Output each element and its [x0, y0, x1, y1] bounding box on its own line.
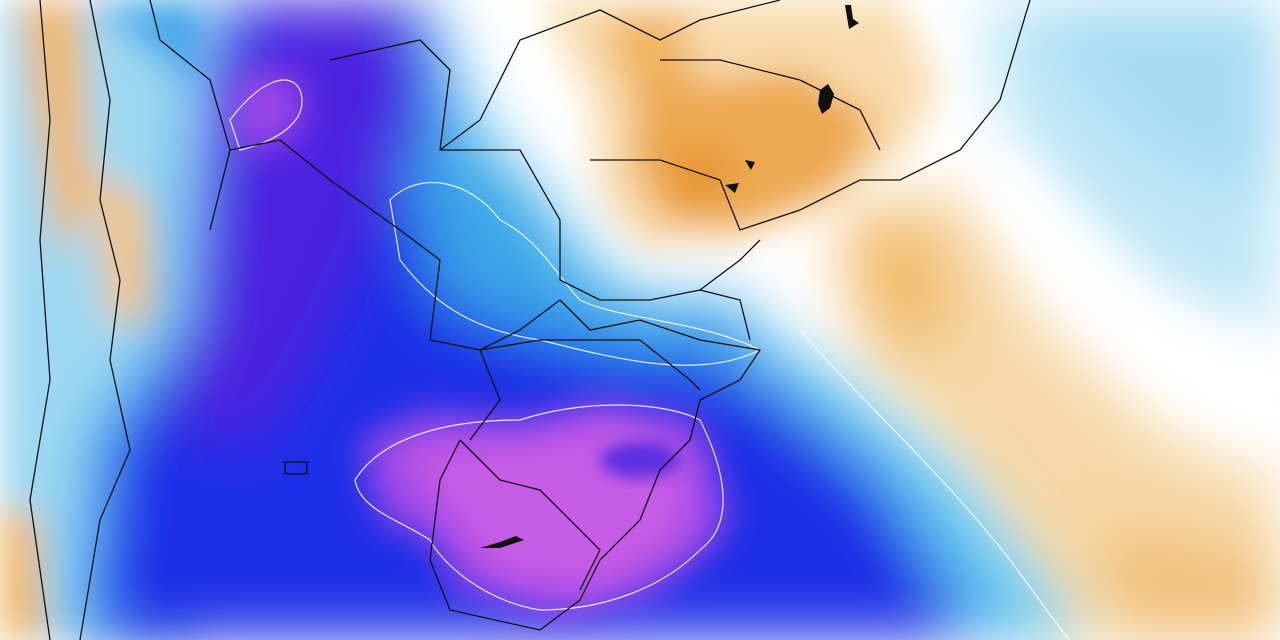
blue-pocket: [600, 442, 680, 478]
cool-anomaly-northeast: [980, 0, 1280, 330]
country-borders: [29, 0, 1031, 640]
white-band-east: [990, 130, 1280, 440]
contour-lines: [229, 79, 1071, 640]
lakes: [480, 5, 859, 548]
warm-anomaly-east: [830, 190, 1280, 640]
warm-anomaly-north: [540, 0, 940, 250]
cold-anomaly-core: [70, 0, 1080, 640]
